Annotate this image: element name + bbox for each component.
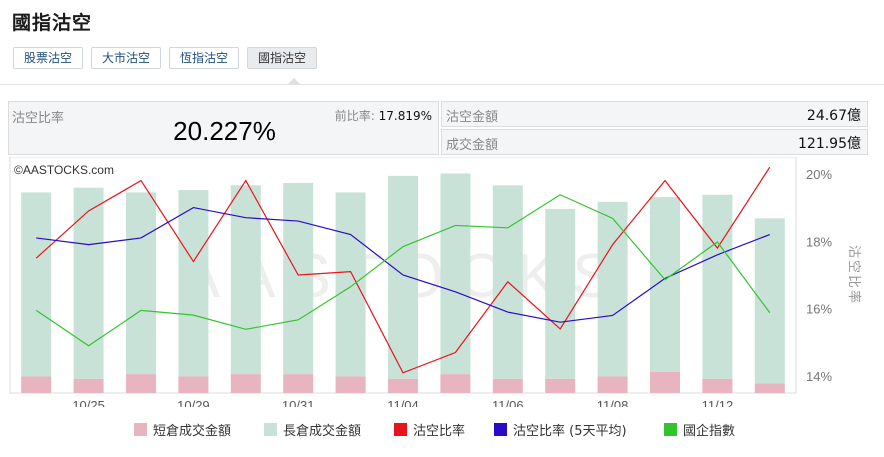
y-tick-label: 20%: [806, 167, 832, 182]
bar-long-position: [388, 175, 418, 379]
turnover-label: 成交金額: [446, 138, 499, 153]
y-tick-label: 14%: [806, 369, 832, 384]
x-tick-label: 11/04: [387, 398, 419, 407]
legend-item-hscei[interactable]: 國企指數: [664, 418, 735, 440]
legend-item-long-position[interactable]: 長倉成交金額: [264, 418, 361, 440]
page-title: 國指沽空: [12, 12, 93, 34]
line-series-0: [35, 166, 771, 374]
bar-short-position: [650, 371, 680, 393]
prev-ratio-value: 17.819%: [378, 109, 432, 123]
prev-ratio-label: 前比率:: [334, 109, 375, 123]
legend-swatch: [394, 422, 407, 436]
bar-long-position: [440, 173, 471, 375]
active-tab-caret: [288, 78, 300, 84]
bar-short-position: [702, 378, 733, 393]
short-amount-row: 沽空金額 24.67億: [441, 101, 868, 127]
chart-legend: 短倉成交金額 長倉成交金額 沽空比率 沽空比率 (5天平均) 國企指數: [0, 418, 884, 440]
bar-long-position: [754, 218, 785, 384]
bar-short-position: [335, 376, 366, 393]
bar-short-position: [597, 376, 628, 393]
bar-long-position: [230, 185, 261, 375]
bar-long-position: [283, 182, 314, 375]
divider: [0, 84, 884, 85]
legend-swatch: [494, 422, 507, 436]
x-tick-label: 10/31: [282, 398, 315, 407]
bar-long-position: [73, 187, 104, 379]
legend-swatch: [264, 422, 277, 436]
bar-short-position: [283, 374, 314, 393]
legend-swatch: [664, 422, 677, 436]
short-ratio-value: 20.227%: [173, 116, 276, 146]
bar-short-position: [388, 378, 418, 393]
y-axis-label: 沽空比率: [846, 245, 862, 305]
legend-label: 短倉成交金額: [153, 423, 232, 439]
bar-short-position: [126, 374, 156, 393]
bar-long-position: [650, 197, 680, 372]
legend-label: 國企指數: [683, 423, 736, 439]
x-tick-label: 10/25: [72, 398, 105, 407]
legend-swatch: [134, 422, 147, 436]
legend-label: 沽空比率: [413, 423, 466, 439]
legend-item-short-ratio[interactable]: 沽空比率: [394, 418, 465, 440]
bar-short-position: [754, 383, 785, 393]
y-tick-label: 16%: [806, 302, 832, 317]
tab-hsi-short[interactable]: 恆指沽空: [169, 47, 240, 69]
tab-hscei-short[interactable]: 國指沽空: [247, 47, 318, 69]
legend-item-short-ratio-5d[interactable]: 沽空比率 (5天平均): [494, 418, 627, 440]
bar-long-position: [126, 192, 156, 375]
bar-short-position: [73, 378, 104, 393]
bar-short-position: [440, 374, 471, 393]
legend-item-short-position[interactable]: 短倉成交金額: [134, 418, 231, 440]
short-amount-value: 24.67億: [806, 108, 861, 124]
bar-long-position: [335, 192, 366, 377]
bar-short-position: [545, 378, 576, 393]
bar-long-position: [597, 201, 628, 377]
x-tick-label: 11/08: [597, 398, 629, 407]
chart-svg: AASTOCKS©AASTOCKS.com14%16%18%20%沽空比率10/…: [9, 156, 862, 413]
line-series-1: [36, 206, 771, 323]
short-amount-label: 沽空金額: [446, 110, 499, 125]
turnover-value: 121.95億: [798, 136, 861, 152]
short-ratio-label: 沽空比率: [12, 111, 65, 126]
legend-label: 長倉成交金額: [283, 423, 362, 439]
bar-long-position: [178, 190, 209, 377]
tab-bar: 股票沽空 大市沽空 恆指沽空 國指沽空: [13, 47, 318, 69]
bar-short-position: [230, 374, 261, 393]
x-tick-label: 11/12: [702, 398, 734, 407]
bar-short-position: [21, 376, 52, 393]
line-series-2: [35, 194, 771, 347]
prev-ratio: 前比率: 17.819%: [335, 107, 432, 124]
bar-long-position: [545, 208, 576, 379]
x-tick-label: 11/06: [492, 398, 524, 407]
turnover-row: 成交金額 121.95億: [441, 129, 868, 155]
bar-short-position: [178, 376, 209, 393]
tab-market-short[interactable]: 大市沽空: [91, 47, 162, 69]
y-tick-label: 18%: [806, 234, 832, 249]
copyright-text: ©AASTOCKS.com: [14, 163, 114, 177]
bar-short-position: [492, 378, 523, 393]
bar-long-position: [21, 192, 52, 377]
short-ratio-panel: 沽空比率 前比率: 17.819% 20.227%: [8, 101, 439, 155]
short-selling-chart: AASTOCKS©AASTOCKS.com14%16%18%20%沽空比率10/…: [8, 156, 876, 413]
legend-label: 沽空比率 (5天平均): [513, 423, 627, 439]
tab-stock-short[interactable]: 股票沽空: [13, 47, 84, 69]
x-tick-label: 10/29: [177, 398, 210, 407]
bar-long-position: [702, 194, 733, 379]
